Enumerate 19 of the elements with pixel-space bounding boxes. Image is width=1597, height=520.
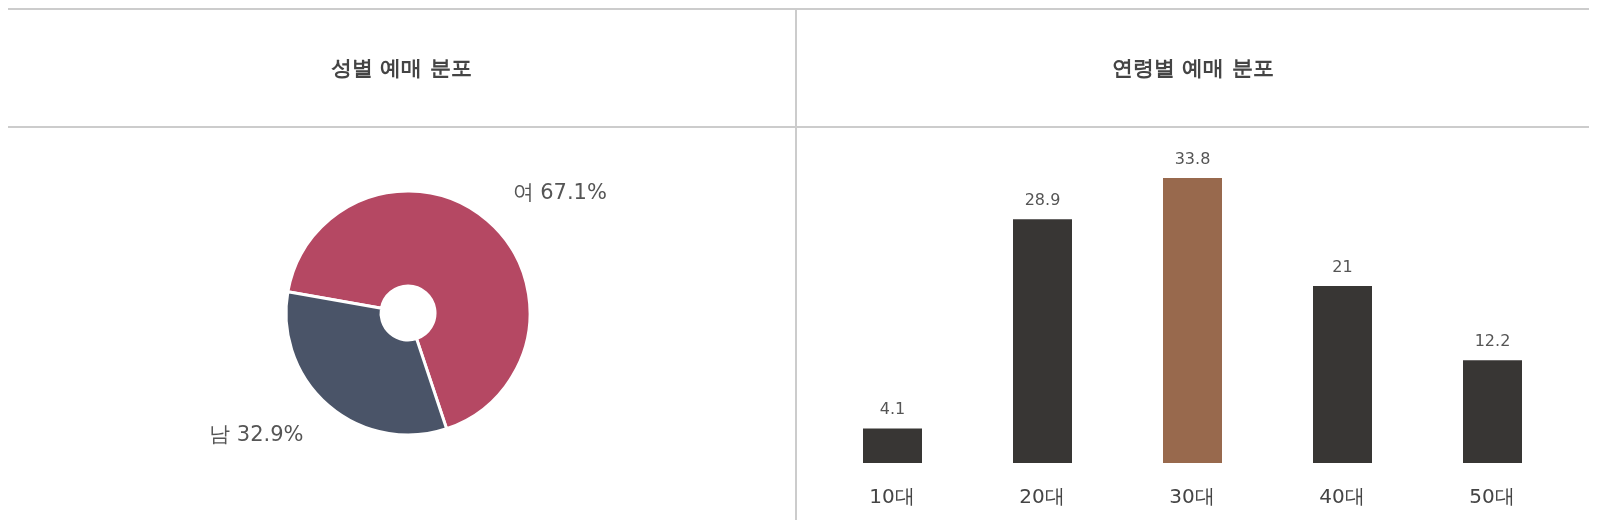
- x-tick-label: 50대: [1469, 484, 1515, 509]
- data-label: 33.8: [1174, 149, 1211, 168]
- x-tick-label: 40대: [1319, 484, 1365, 509]
- bar: [1463, 360, 1522, 463]
- x-tick-label: 10대: [869, 484, 915, 509]
- bar: [1313, 285, 1372, 463]
- data-label: 4.1: [879, 399, 906, 419]
- bar: [1163, 178, 1222, 463]
- x-tick-label: 20대: [1019, 484, 1065, 509]
- chart-title: 연령별 예매 분포: [797, 10, 1589, 128]
- x-tick-label: 30대: [1169, 484, 1215, 509]
- bar: [1013, 219, 1072, 463]
- data-label: 12.2: [1474, 331, 1511, 351]
- chart-title: 성별 예매 분포: [8, 10, 795, 128]
- slice-label: 여 67.1%: [512, 179, 607, 204]
- data-label: 28.9: [1024, 190, 1061, 210]
- slice-label: 남 32.9%: [209, 422, 304, 447]
- bar: [863, 428, 922, 463]
- data-label: 21: [1332, 256, 1353, 276]
